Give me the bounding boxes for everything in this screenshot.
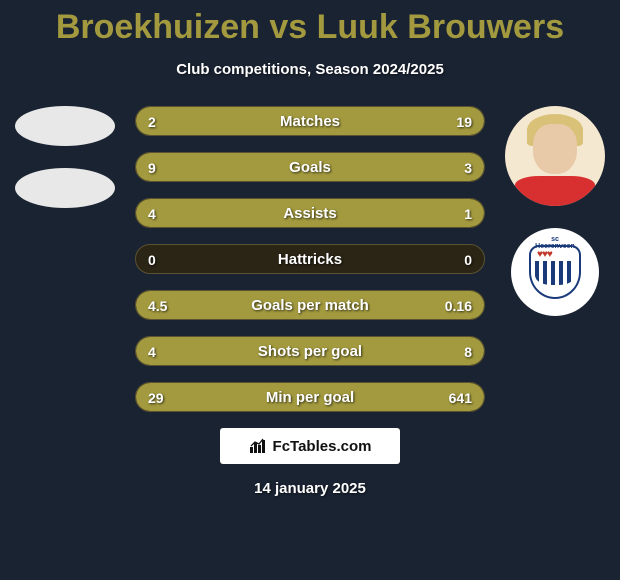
stat-label: Assists (136, 199, 484, 228)
brand-badge[interactable]: FcTables.com (220, 428, 400, 464)
right-club-logo: sc Heerenveen ♥♥♥ (511, 228, 599, 316)
right-player-avatar (505, 106, 605, 206)
stat-label: Shots per goal (136, 337, 484, 366)
bar-chart-icon (249, 437, 269, 455)
stat-row: 00Hattricks (135, 244, 485, 274)
stat-row: 4.50.16Goals per match (135, 290, 485, 320)
stats-bars: 219Matches 93Goals 41Assists 00Hattricks 4.5… (135, 106, 485, 412)
stat-label: Hattricks (136, 245, 484, 274)
stat-row: 219Matches (135, 106, 485, 136)
comparison-area: sc Heerenveen ♥♥♥ 219Matches 93Goals 41Ass… (0, 106, 620, 412)
season-subtitle: Club competitions, Season 2024/2025 (0, 61, 620, 78)
left-player-column (10, 106, 120, 230)
club-hearts-icon: ♥♥♥ (537, 249, 552, 260)
stat-row: 29641Min per goal (135, 382, 485, 412)
stat-label: Goals (136, 153, 484, 182)
stat-label: Min per goal (136, 383, 484, 412)
club-name-label: sc Heerenveen (531, 236, 579, 250)
stat-row: 41Assists (135, 198, 485, 228)
left-player-avatar (15, 106, 115, 146)
left-club-logo (15, 168, 115, 208)
brand-label: FcTables.com (273, 438, 372, 455)
stat-label: Matches (136, 107, 484, 136)
stat-row: 93Goals (135, 152, 485, 182)
stat-label: Goals per match (136, 291, 484, 320)
stat-row: 48Shots per goal (135, 336, 485, 366)
date-label: 14 january 2025 (0, 480, 620, 497)
right-player-column: sc Heerenveen ♥♥♥ (500, 106, 610, 316)
page-title: Broekhuizen vs Luuk Brouwers (0, 0, 620, 47)
